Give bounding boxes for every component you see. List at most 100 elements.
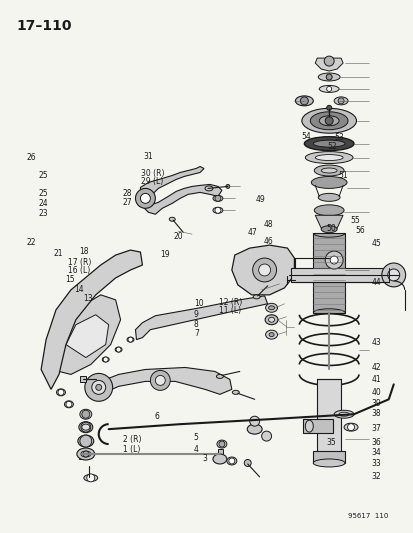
Text: 10: 10 <box>193 299 203 308</box>
Circle shape <box>326 86 331 92</box>
Ellipse shape <box>304 136 353 151</box>
Ellipse shape <box>318 193 339 201</box>
Text: 44: 44 <box>370 278 380 287</box>
Ellipse shape <box>204 186 212 191</box>
Ellipse shape <box>333 410 353 418</box>
Ellipse shape <box>333 97 347 105</box>
Circle shape <box>381 263 405 287</box>
Text: 25: 25 <box>38 189 48 198</box>
Text: 26: 26 <box>26 154 36 163</box>
Polygon shape <box>66 315 108 358</box>
Text: 35: 35 <box>325 438 335 447</box>
Text: 16 (L): 16 (L) <box>68 266 90 275</box>
Ellipse shape <box>247 424 261 434</box>
Circle shape <box>326 106 331 110</box>
Polygon shape <box>51 295 120 375</box>
Ellipse shape <box>212 454 226 464</box>
Polygon shape <box>135 296 267 340</box>
Circle shape <box>325 117 332 125</box>
Ellipse shape <box>226 457 236 465</box>
Ellipse shape <box>78 422 93 433</box>
Circle shape <box>85 374 112 401</box>
Circle shape <box>87 474 95 482</box>
Ellipse shape <box>268 317 274 322</box>
Text: 17–110: 17–110 <box>16 19 71 33</box>
Text: 7: 7 <box>193 329 198 338</box>
Ellipse shape <box>77 448 95 460</box>
Circle shape <box>225 184 229 188</box>
Ellipse shape <box>268 333 273 337</box>
Text: 20: 20 <box>173 232 183 241</box>
Text: 4: 4 <box>193 445 198 454</box>
Text: 37: 37 <box>370 424 380 433</box>
Ellipse shape <box>268 306 274 310</box>
Ellipse shape <box>265 330 277 339</box>
Circle shape <box>258 264 270 276</box>
Text: 1 (L): 1 (L) <box>122 445 140 454</box>
Circle shape <box>387 269 399 281</box>
Circle shape <box>261 431 271 441</box>
Text: 51: 51 <box>338 171 347 180</box>
Text: 28: 28 <box>122 189 132 198</box>
Ellipse shape <box>64 401 73 408</box>
Text: 56: 56 <box>354 226 364 235</box>
Ellipse shape <box>265 303 277 312</box>
Ellipse shape <box>216 440 226 448</box>
Ellipse shape <box>216 375 223 378</box>
Text: 25: 25 <box>38 171 48 180</box>
Ellipse shape <box>82 424 90 430</box>
Text: 95617  110: 95617 110 <box>348 513 388 519</box>
Circle shape <box>330 256 337 264</box>
Polygon shape <box>315 215 342 228</box>
Ellipse shape <box>320 168 336 173</box>
Text: 41: 41 <box>370 375 380 384</box>
Circle shape <box>80 435 92 447</box>
Text: 11 (L): 11 (L) <box>219 306 241 315</box>
Text: 54: 54 <box>301 132 311 141</box>
Text: 24: 24 <box>38 199 48 208</box>
Text: 19: 19 <box>159 250 169 259</box>
Ellipse shape <box>313 140 344 147</box>
Text: 13: 13 <box>83 294 93 303</box>
Polygon shape <box>231 245 294 295</box>
Text: 31: 31 <box>143 152 152 161</box>
Ellipse shape <box>212 207 222 213</box>
Circle shape <box>249 416 259 426</box>
Text: 23: 23 <box>38 209 48 218</box>
Circle shape <box>81 422 90 432</box>
Ellipse shape <box>320 225 336 233</box>
Bar <box>303 419 332 433</box>
Ellipse shape <box>311 176 346 188</box>
Ellipse shape <box>253 295 259 299</box>
Ellipse shape <box>169 217 175 221</box>
Text: 49: 49 <box>255 195 265 204</box>
Polygon shape <box>41 250 142 389</box>
Ellipse shape <box>295 96 313 106</box>
Text: 22: 22 <box>26 238 36 247</box>
Ellipse shape <box>305 420 313 432</box>
Ellipse shape <box>343 423 357 431</box>
Bar <box>78 449 83 459</box>
Circle shape <box>66 401 72 407</box>
Text: 50: 50 <box>325 224 335 233</box>
Text: 30 (R): 30 (R) <box>141 168 164 177</box>
Text: 55: 55 <box>349 216 359 225</box>
Ellipse shape <box>313 165 343 176</box>
Circle shape <box>252 258 276 282</box>
Text: 5: 5 <box>193 433 198 442</box>
Ellipse shape <box>313 205 343 216</box>
Circle shape <box>214 207 221 213</box>
Text: 43: 43 <box>370 338 380 347</box>
Polygon shape <box>140 166 221 214</box>
Bar <box>291 268 395 282</box>
Text: 45: 45 <box>370 239 380 248</box>
Circle shape <box>82 410 90 418</box>
Ellipse shape <box>232 390 239 394</box>
Text: 9: 9 <box>193 310 198 319</box>
Circle shape <box>83 451 88 457</box>
Bar <box>217 449 222 459</box>
Ellipse shape <box>78 435 93 447</box>
Text: 18: 18 <box>79 247 89 256</box>
Text: 47: 47 <box>247 228 257 237</box>
Circle shape <box>103 357 108 362</box>
